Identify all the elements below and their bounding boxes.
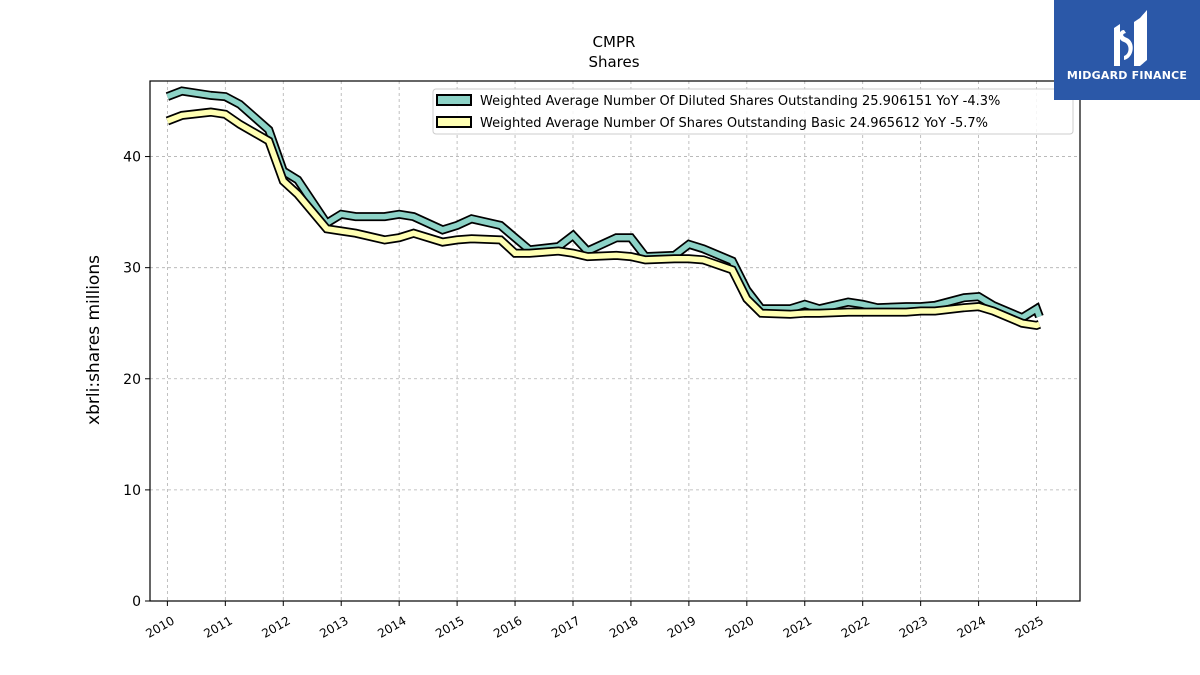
legend: Weighted Average Number Of Diluted Share… — [432, 88, 1074, 135]
series-core — [166, 88, 1042, 321]
x-tick-label: 2018 — [607, 613, 640, 640]
x-tick-label: 2023 — [897, 613, 930, 640]
x-tick-label: 2014 — [375, 613, 408, 640]
x-tick-label: 2015 — [433, 613, 466, 640]
legend-box — [432, 88, 1074, 135]
y-axis-label: xbrli:shares millions — [84, 255, 104, 425]
plot-frame — [149, 80, 1081, 602]
y-tick-label: 40 — [123, 150, 141, 166]
y-tick-label: 30 — [123, 261, 141, 277]
x-tick-label: 2012 — [259, 613, 292, 640]
logo-text: MIDGARD FINANCE — [1066, 69, 1188, 82]
chart-subtitle: Shares — [588, 53, 639, 71]
x-tick-label: 2025 — [1013, 613, 1046, 640]
series-layer — [165, 86, 1044, 331]
grid — [150, 81, 1080, 602]
legend-swatch — [436, 94, 472, 106]
legend-label: Weighted Average Number Of Shares Outsta… — [480, 116, 988, 131]
axes: 0 10 20 30 40 2010 2011 2012 2013 2014 2015 2016 201… — [123, 150, 1046, 641]
y-tick-label: 20 — [123, 372, 141, 388]
series-core — [166, 109, 1041, 329]
series-line — [165, 107, 1041, 331]
y-tick-label: 10 — [123, 483, 141, 499]
x-tick-label: 2020 — [723, 613, 756, 640]
x-tick-label: 2013 — [317, 613, 350, 640]
legend-swatch — [436, 116, 472, 128]
y-tick-label: 0 — [132, 594, 141, 610]
x-tick-label: 2011 — [201, 613, 234, 640]
legend-label: Weighted Average Number Of Diluted Share… — [480, 94, 1000, 109]
x-tick-label: 2021 — [781, 613, 814, 640]
series-outline — [165, 107, 1041, 331]
series-line — [165, 86, 1044, 323]
chart-title: CMPR — [593, 33, 636, 51]
x-tick-label: 2024 — [955, 613, 988, 640]
x-tick-label: 2010 — [143, 613, 176, 640]
x-tick-label: 2019 — [665, 613, 698, 640]
midgard-finance-logo: MIDGARD FINANCE — [1054, 0, 1200, 100]
x-tick-label: 2017 — [549, 613, 582, 640]
x-tick-label: 2016 — [491, 613, 524, 640]
logo-mark-icon — [1114, 10, 1147, 66]
x-tick-label: 2022 — [839, 613, 872, 640]
